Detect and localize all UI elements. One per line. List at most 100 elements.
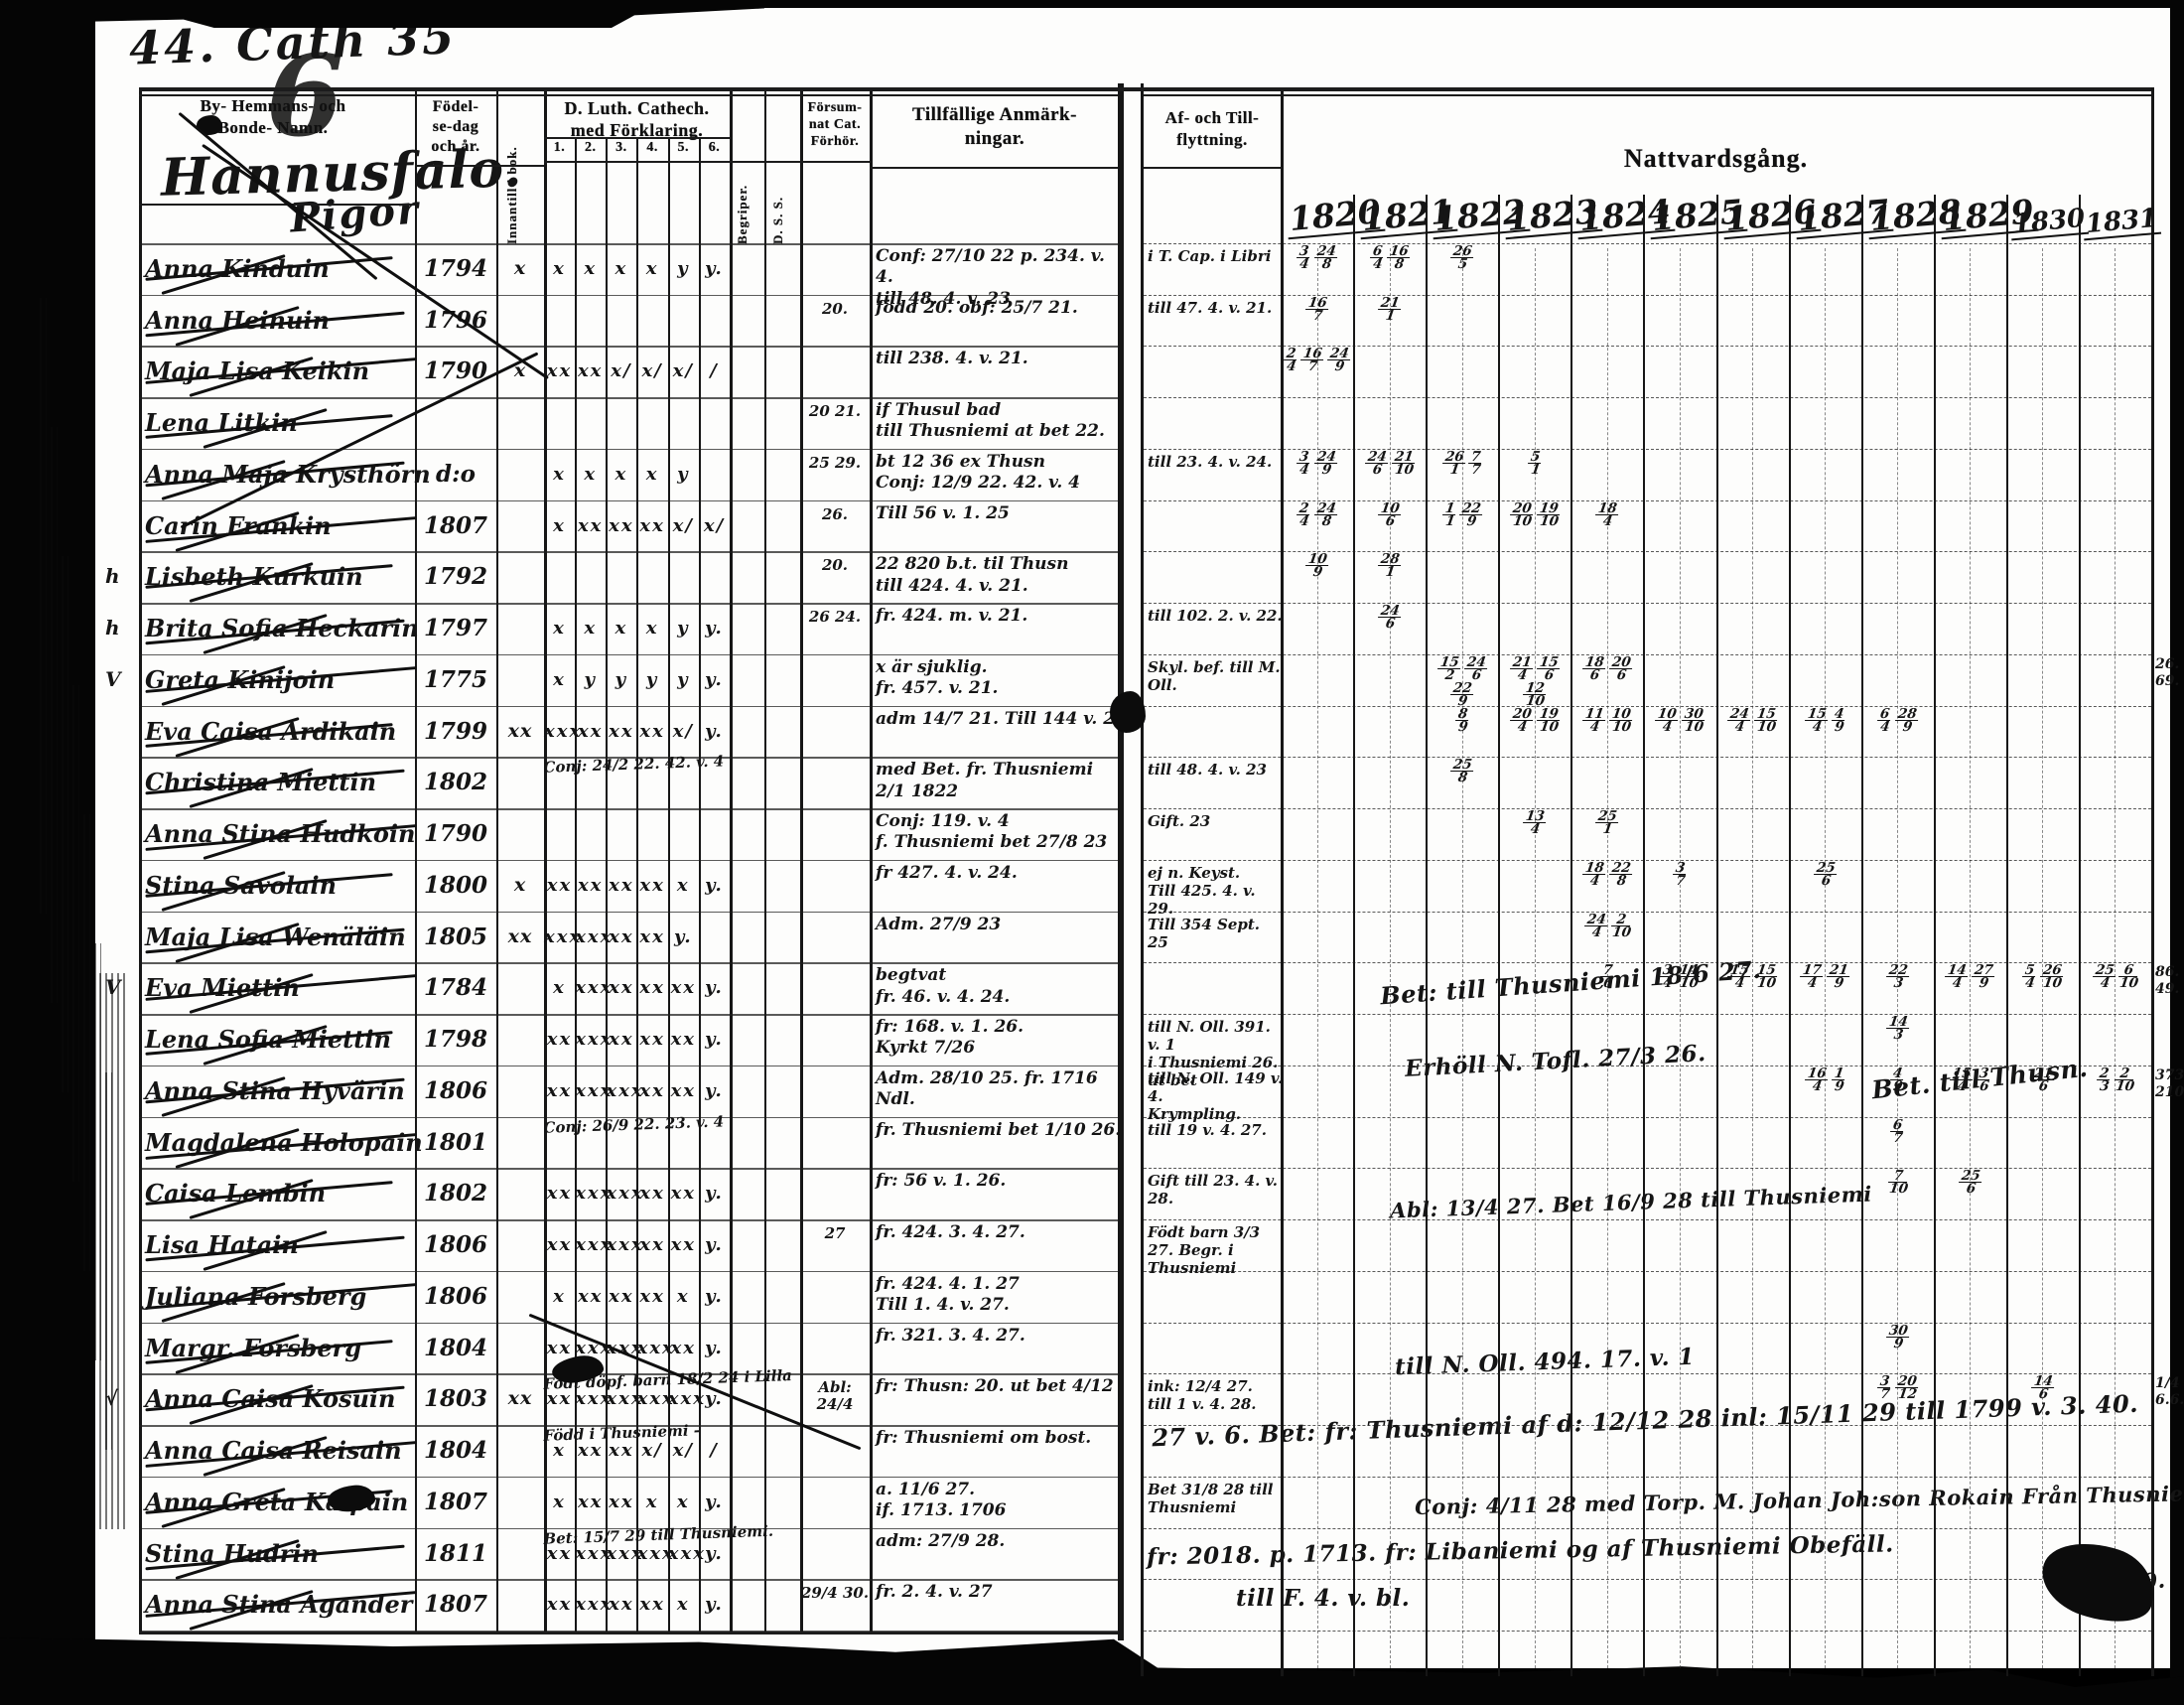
row-line-dashed bbox=[1144, 1322, 2151, 1324]
communion-mark-cell: 2 4 24 8 bbox=[1297, 499, 1339, 530]
move-cell: Skyl. bef. till M. Oll. bbox=[1148, 657, 1281, 694]
birth-year-cell: 1807 bbox=[423, 1591, 487, 1619]
catechism-mark-cell: xx bbox=[577, 1440, 604, 1462]
catechism-mark-cell: y. bbox=[705, 668, 724, 690]
remarks-cell: a. 11/6 27. if. 1713. 1706 bbox=[876, 1479, 1007, 1520]
remarks-cell: fr: 168. v. 1. 26. Kyrkt 7/26 bbox=[876, 1017, 1024, 1059]
communion-mark-cell: 24 4 15 10 bbox=[1727, 705, 1779, 736]
catechism-mark-cell: xx bbox=[609, 1440, 634, 1462]
row-line bbox=[139, 499, 1118, 502]
row-line-dashed bbox=[1144, 1579, 2151, 1581]
catechism-mark-cell: xxx bbox=[575, 1542, 614, 1564]
catechism-mark-cell: xx bbox=[577, 1491, 604, 1512]
grid-vline bbox=[636, 137, 638, 1634]
scan-edge-right bbox=[2170, 0, 2184, 1705]
move-cell: till 102. 2. v. 22. bbox=[1148, 607, 1283, 626]
move-cell: ink: 12/4 27. till 1 v. 4. 28. bbox=[1148, 1377, 1257, 1414]
table-row: Maja Lisa Wenäläin 1805 xx xxx xxx xx xx y. Adm.… bbox=[139, 912, 2151, 963]
communion-mark-cell: 22 3 bbox=[1885, 962, 1911, 992]
catechism-mark-cell: xx bbox=[577, 720, 604, 742]
move-cell: Födt barn 3/3 27. Begr. i Thusniemi bbox=[1148, 1223, 1261, 1278]
communion-mark-cell: 18 4 bbox=[1595, 499, 1621, 530]
cat-subcol-number: 2. bbox=[584, 140, 597, 155]
row-line bbox=[139, 1630, 1118, 1633]
remarks-cell: x är sjuklig. fr. 457. v. 21. bbox=[876, 656, 999, 699]
forsummat-cell: Abl: 24/4 bbox=[816, 1378, 854, 1413]
communion-mark-cell: 2 4 16 7 24 9 bbox=[1283, 346, 1352, 375]
grid-vline bbox=[1281, 87, 1284, 1676]
cat-subcol-number: 3. bbox=[615, 140, 627, 155]
row-line-dashed bbox=[1144, 294, 2151, 296]
communion-col-header: Nattvardsgång. bbox=[1623, 144, 1809, 173]
year-mid-divider bbox=[1897, 248, 1899, 1668]
catechism-mark-cell: xxx bbox=[667, 1542, 706, 1564]
cat-subcol-number: 6. bbox=[708, 140, 721, 155]
catechism-mark-cell: y. bbox=[705, 1542, 724, 1564]
catechism-mark-cell: y bbox=[677, 618, 690, 639]
table-row: Anna Caisa Reisain 1804 x xx xx x/x// Född i T… bbox=[139, 1421, 2151, 1477]
row-line bbox=[139, 757, 1118, 759]
scan-noise bbox=[83, 814, 90, 1271]
catechism-mark-cell: x bbox=[584, 463, 598, 485]
name-cell: Lisbeth Kurkuin bbox=[139, 551, 415, 603]
abc-mark-cell: x bbox=[513, 257, 527, 279]
catechism-mark-cell: x/ bbox=[672, 360, 694, 382]
catechism-mark-cell: xxx bbox=[575, 1594, 614, 1616]
catechism-mark-cell: x bbox=[553, 514, 566, 536]
remarks-cell: född 20. obf: 25/7 21. bbox=[876, 297, 1078, 318]
catechism-mark-cell: y. bbox=[705, 1594, 724, 1616]
communion-mark-cell: 30 9 bbox=[1885, 1322, 1911, 1351]
catechism-mark-cell: x bbox=[553, 463, 566, 485]
row-line-dashed bbox=[1144, 551, 2151, 553]
catechism-mark-cell: xx bbox=[546, 1183, 573, 1205]
catechism-mark-cell: x/ bbox=[611, 360, 632, 382]
communion-mark-cell: 21 1 bbox=[1378, 294, 1403, 325]
catechism-mark-cell: xx bbox=[577, 360, 604, 382]
grid-vline bbox=[1643, 195, 1646, 1676]
catechism-mark-cell: x bbox=[645, 618, 659, 639]
row-line-dashed bbox=[1144, 859, 2151, 861]
grid-hline bbox=[139, 87, 2151, 91]
birth-year-cell: 1811 bbox=[423, 1539, 487, 1567]
row-line bbox=[139, 653, 1118, 656]
communion-mark-cell: 24 6 21 10 bbox=[1364, 448, 1417, 479]
catechism-mark-cell: y. bbox=[705, 1183, 724, 1205]
catechism-mark-cell: xxx bbox=[575, 1029, 614, 1051]
row-line-dashed bbox=[1144, 808, 2151, 810]
grid-vline bbox=[1788, 195, 1791, 1676]
row-line-dashed bbox=[1144, 757, 2151, 759]
catechism-mark-cell: xxx bbox=[575, 977, 614, 999]
grid-vline bbox=[1426, 195, 1429, 1676]
overlay-note: till F. 4. v. bl. bbox=[1236, 1585, 1411, 1612]
table-row: Anna Stina Hudkoin 1790 Conj: 119. v. 4 f. … bbox=[139, 808, 2151, 860]
birth-year-cell: 1775 bbox=[423, 665, 487, 693]
catechism-mark-cell: x/ bbox=[703, 514, 726, 536]
catechism-mark-cell: x bbox=[614, 258, 628, 279]
catechism-mark-cell: xx bbox=[577, 874, 604, 896]
remarks-cell: adm 14/7 21. Till 144 v. 2. bbox=[876, 708, 1122, 729]
catechism-mark-cell: xx bbox=[609, 874, 634, 896]
grid-vline bbox=[1498, 195, 1501, 1676]
catechism-mark-cell: xx bbox=[546, 1234, 573, 1256]
birth-year-cell: 1806 bbox=[423, 1076, 487, 1104]
communion-mark-cell: 10 4 30 10 bbox=[1655, 705, 1706, 736]
name-cell: Margr. Forsberg bbox=[145, 1333, 361, 1362]
remarks-cell: Till 56 v. 1. 25 bbox=[876, 502, 1010, 523]
row-line-dashed bbox=[1144, 653, 2151, 655]
catechism-mark-cell: x bbox=[553, 258, 566, 279]
catechism-mark-cell: / bbox=[710, 1440, 719, 1462]
move-cell: i T. Cap. i Libri bbox=[1148, 247, 1272, 265]
birth-year-cell: 1798 bbox=[423, 1026, 487, 1054]
catechism-mark-cell: xxx bbox=[667, 1388, 706, 1410]
catechism-mark-cell: x bbox=[676, 1594, 690, 1616]
grid-vline bbox=[1118, 83, 1124, 1640]
year-mid-divider bbox=[1534, 248, 1536, 1668]
grid-hline bbox=[1144, 94, 2151, 96]
catechism-mark-cell: x bbox=[553, 618, 566, 639]
edge-note: 86. 49. bbox=[2155, 964, 2180, 998]
birth-year-cell: 1806 bbox=[423, 1231, 487, 1259]
catechism-mark-cell: y. bbox=[705, 258, 724, 279]
catechism-mark-cell: xx bbox=[609, 720, 634, 742]
catechism-mark-cell: xx bbox=[639, 1183, 665, 1205]
